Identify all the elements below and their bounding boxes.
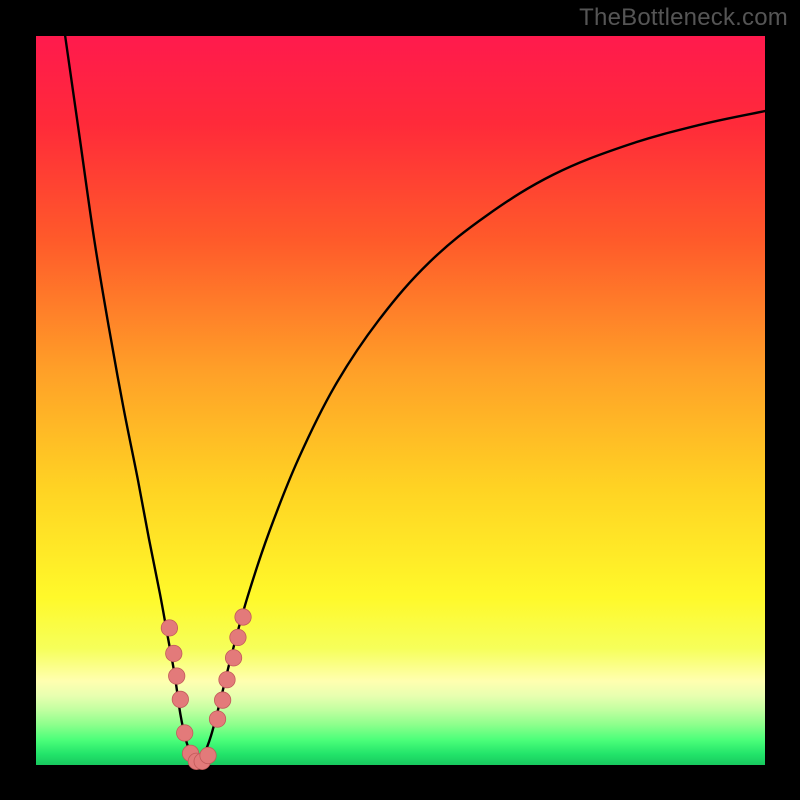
chart-svg: [0, 0, 800, 800]
scatter-point: [230, 629, 246, 645]
scatter-point: [166, 645, 182, 661]
plot-area-background: [36, 36, 765, 765]
scatter-point: [168, 668, 184, 684]
scatter-point: [225, 650, 241, 666]
scatter-point: [200, 747, 216, 763]
watermark-text: TheBottleneck.com: [579, 4, 788, 32]
scatter-point: [219, 672, 235, 688]
scatter-point: [177, 725, 193, 741]
scatter-point: [161, 620, 177, 636]
scatter-point: [172, 691, 188, 707]
scatter-point: [214, 692, 230, 708]
scatter-point: [235, 609, 251, 625]
chart-root: TheBottleneck.com: [0, 0, 800, 800]
scatter-point: [209, 711, 225, 727]
